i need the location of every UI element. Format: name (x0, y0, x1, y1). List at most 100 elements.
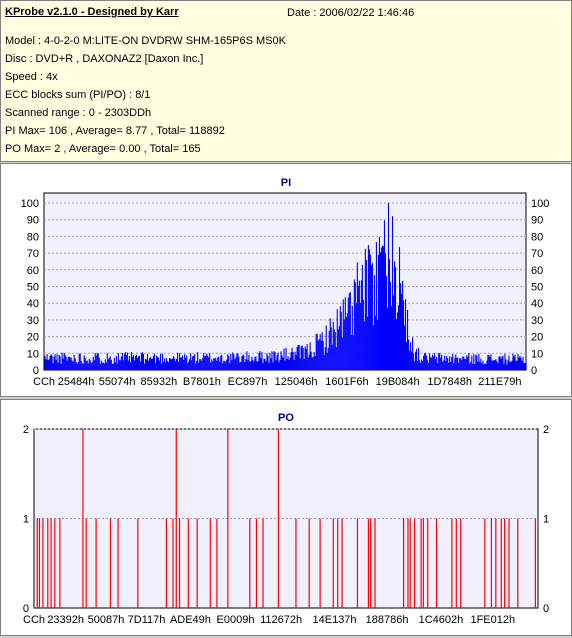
pi-bar (497, 363, 499, 370)
pi-bar (237, 353, 239, 370)
pi-bar (211, 359, 213, 370)
pi-bar (133, 360, 135, 370)
pi-bar (452, 354, 454, 370)
pi-bar (310, 351, 312, 370)
pi-bar (85, 360, 87, 370)
pi-bar (411, 351, 413, 370)
pi-bar (214, 358, 216, 370)
pi-bar (440, 357, 442, 370)
po-bar (82, 429, 84, 608)
pi-bar (394, 266, 397, 370)
pi-bar (389, 281, 392, 370)
pi-bar (107, 359, 109, 370)
y-tick-label-left: 2 (23, 424, 29, 436)
pi-bar (473, 354, 475, 370)
pi-bar (338, 326, 340, 370)
pi-bar (361, 264, 363, 370)
pi-bar (192, 356, 194, 370)
pi-bar (304, 346, 306, 370)
pi-bar (80, 360, 82, 370)
pi-bar (369, 254, 371, 370)
y-tick-label-right: 100 (531, 198, 549, 210)
pi-bar (190, 353, 192, 370)
pi-bar (344, 297, 346, 370)
x-tick-label: 7D117h (128, 614, 166, 626)
pi-bar (323, 354, 325, 370)
pi-bar (516, 360, 518, 370)
pi-bar (104, 359, 106, 370)
pi-bar (153, 353, 156, 370)
y-tick-label-left: 1 (23, 514, 29, 526)
pi-bar (229, 363, 231, 370)
pi-bar (483, 364, 485, 370)
x-tick-label: 19B084h (376, 376, 420, 388)
pi-bar (98, 357, 100, 370)
pi-bar (459, 358, 461, 370)
y-tick-label-right: 20 (531, 332, 543, 344)
pi-bar (273, 351, 275, 370)
pi-chart: PI 0 10 20 30 40 50 60 70 80 90 100 0 10 20 30 40 50 60 7… (21, 177, 550, 388)
pi-bar (455, 354, 457, 370)
po-bar (50, 518, 52, 608)
pi-bar (340, 312, 342, 370)
pi-bar (189, 359, 191, 370)
pi-bar (443, 360, 445, 370)
pi-bar (409, 350, 411, 370)
y-tick-label-left: 100 (21, 198, 39, 210)
pi-bar (120, 356, 122, 370)
pi-bar (448, 362, 450, 370)
pi-bar (322, 340, 324, 370)
pi-bar (353, 279, 355, 370)
pi-bar (477, 361, 479, 370)
pi-bar (401, 280, 404, 370)
pi-bar (343, 319, 345, 370)
pi-bar (285, 347, 287, 370)
pi-bar (512, 354, 514, 370)
po-bar (356, 518, 359, 608)
pi-bar (246, 351, 248, 370)
pi-bar (312, 356, 314, 370)
pi-bar (377, 254, 379, 370)
pi-bar (279, 359, 281, 370)
pi-bar (163, 358, 166, 370)
pi-bar (173, 356, 175, 370)
pi-bar (144, 358, 147, 370)
pi-bar (431, 357, 433, 370)
x-tick-label: E0009h (217, 614, 255, 626)
pi-bar (351, 305, 353, 370)
pi-bar (293, 359, 295, 370)
pi-bar (238, 356, 240, 370)
pi-bar (506, 364, 508, 370)
x-tick-label: 1FE012h (470, 614, 515, 626)
pi-bar (69, 357, 71, 370)
po-bar (249, 518, 251, 608)
pi-bar (225, 361, 227, 370)
pi-bar (82, 363, 84, 370)
pi-bar (81, 363, 83, 370)
pi-bar (316, 333, 318, 370)
pi-bar (388, 258, 391, 370)
pi-bar (259, 351, 261, 370)
pi-bar (55, 359, 57, 370)
pi-bar (46, 353, 48, 370)
po-bar (178, 518, 181, 608)
pi-bar (504, 353, 506, 370)
y-tick-label-left: 90 (27, 215, 39, 227)
x-tick-label: 211E79h (478, 376, 521, 388)
pi-bar (222, 363, 224, 370)
pi-bar (227, 354, 229, 370)
pi-bar (278, 362, 280, 370)
pi-bar (132, 355, 134, 370)
pi-bar (217, 357, 219, 370)
pi-bar (200, 359, 202, 370)
pi-bar (184, 354, 186, 370)
pi-bar (160, 363, 163, 370)
pi-bar (288, 359, 290, 370)
pi-bar (62, 358, 64, 370)
pi-bar (168, 362, 170, 370)
po-bar (196, 518, 198, 608)
pi-bar (309, 342, 311, 370)
y-tick-label-right: 30 (531, 315, 543, 327)
pi-bar (106, 353, 108, 370)
pi-bar (270, 358, 272, 370)
